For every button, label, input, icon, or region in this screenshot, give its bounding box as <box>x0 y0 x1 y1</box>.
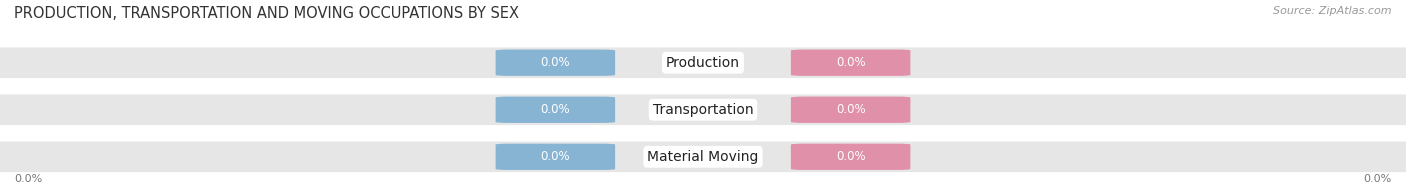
FancyBboxPatch shape <box>496 50 616 76</box>
Text: Source: ZipAtlas.com: Source: ZipAtlas.com <box>1274 6 1392 16</box>
Text: 0.0%: 0.0% <box>540 150 571 163</box>
Text: Production: Production <box>666 56 740 70</box>
Text: 0.0%: 0.0% <box>835 103 866 116</box>
Text: 0.0%: 0.0% <box>540 103 571 116</box>
Text: Transportation: Transportation <box>652 103 754 117</box>
Text: 0.0%: 0.0% <box>540 56 571 69</box>
FancyBboxPatch shape <box>0 142 1406 172</box>
FancyBboxPatch shape <box>790 50 911 76</box>
Text: 0.0%: 0.0% <box>835 150 866 163</box>
FancyBboxPatch shape <box>0 47 1406 78</box>
FancyBboxPatch shape <box>0 94 1406 125</box>
Text: PRODUCTION, TRANSPORTATION AND MOVING OCCUPATIONS BY SEX: PRODUCTION, TRANSPORTATION AND MOVING OC… <box>14 6 519 21</box>
Text: 0.0%: 0.0% <box>1364 174 1392 184</box>
Text: 0.0%: 0.0% <box>14 174 42 184</box>
Text: 0.0%: 0.0% <box>835 56 866 69</box>
Text: Material Moving: Material Moving <box>647 150 759 164</box>
FancyBboxPatch shape <box>790 97 911 123</box>
FancyBboxPatch shape <box>790 144 911 170</box>
FancyBboxPatch shape <box>496 97 616 123</box>
FancyBboxPatch shape <box>496 144 616 170</box>
